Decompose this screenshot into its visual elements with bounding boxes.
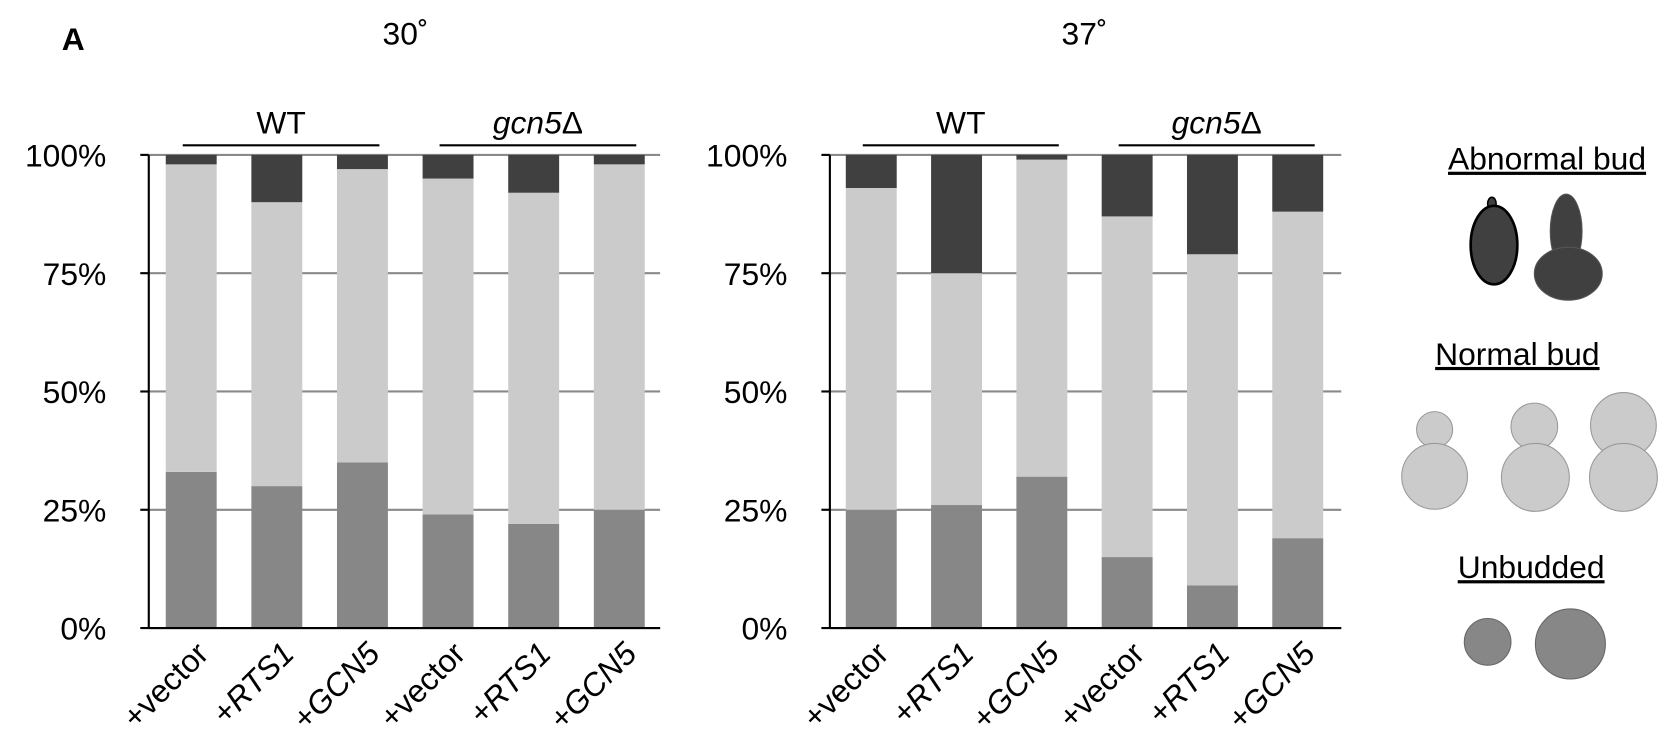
x-tick-label: +GCN5	[285, 635, 386, 736]
bar-segment	[1187, 585, 1238, 628]
bar-segment	[1272, 538, 1323, 628]
bar-segment	[846, 510, 897, 628]
bar-segment	[423, 155, 474, 179]
x-tick-label: +GCN5	[542, 635, 643, 736]
bar-segment	[1272, 212, 1323, 538]
bar-segment	[846, 155, 897, 188]
bar-segment	[166, 155, 217, 164]
bar-segment	[251, 155, 302, 202]
y-tick-label: 0%	[741, 611, 787, 647]
normal-bud-icon	[1402, 393, 1658, 512]
x-tick-label: +RTS1	[885, 635, 981, 731]
y-tick-label: 100%	[706, 138, 787, 174]
x-tick-label: +vector	[372, 635, 472, 735]
bar-segment	[931, 505, 982, 628]
y-tick-label: 50%	[724, 374, 788, 410]
y-tick-label: 75%	[43, 256, 107, 292]
x-tick-label: +GCN5	[1221, 635, 1322, 736]
bar-segment	[594, 510, 645, 628]
panel-label: A	[62, 21, 85, 57]
bar-segment	[423, 179, 474, 515]
x-tick-label: +RTS1	[1141, 635, 1237, 731]
x-tick-label: +GCN5	[965, 635, 1066, 736]
y-tick-label: 75%	[724, 256, 788, 292]
bar-segment	[1187, 254, 1238, 585]
bar-segment	[1102, 155, 1153, 217]
figure: A Abnormal bud Normal bud Unbudded 30˚ 0%…	[0, 0, 1664, 749]
bar-segment	[508, 524, 559, 628]
bar-segment	[1272, 155, 1323, 212]
y-tick-label: 25%	[43, 492, 107, 528]
x-tick-label: +vector	[795, 635, 895, 735]
bar-segment	[1016, 160, 1067, 477]
bar-segment	[251, 202, 302, 486]
bar-segment	[337, 462, 388, 628]
legend-label: Unbudded	[1458, 549, 1605, 585]
bar-segment	[166, 472, 217, 628]
bar-segment	[1016, 477, 1067, 628]
y-tick-label: 25%	[724, 492, 788, 528]
group-label: WT	[256, 105, 305, 141]
bar-segment	[1102, 557, 1153, 628]
group-label: gcn5Δ	[1172, 105, 1262, 141]
unbudded-icon	[1464, 609, 1605, 679]
x-tick-label: +vector	[1051, 635, 1151, 735]
bar-segment	[594, 155, 645, 164]
bar-segment	[166, 164, 217, 472]
x-tick-label: +RTS1	[205, 635, 301, 731]
group-label: gcn5Δ	[493, 105, 583, 141]
bar-segment	[1016, 155, 1067, 160]
bar-segment	[337, 169, 388, 462]
bar-segment	[846, 188, 897, 510]
abnormal-bud-icon	[1471, 194, 1603, 300]
y-tick-label: 100%	[25, 138, 106, 174]
group-label: WT	[936, 105, 985, 141]
bar-segment	[1102, 216, 1153, 557]
x-tick-label: +vector	[115, 635, 215, 735]
bar-segment	[931, 273, 982, 505]
bar-segment	[251, 486, 302, 628]
y-tick-label: 50%	[43, 374, 107, 410]
x-tick-label: +RTS1	[462, 635, 558, 731]
chart-title: 37˚	[1062, 16, 1108, 52]
bar-segment	[931, 155, 982, 273]
legend-label: Abnormal bud	[1448, 141, 1646, 177]
chart-title: 30˚	[383, 16, 429, 52]
bar-segment	[508, 193, 559, 524]
bar-segment	[508, 155, 559, 193]
y-tick-label: 0%	[60, 611, 106, 647]
bar-segment	[337, 155, 388, 169]
bar-segment	[1187, 155, 1238, 254]
legend-label: Normal bud	[1435, 336, 1599, 372]
bar-segment	[423, 514, 474, 628]
bar-segment	[594, 164, 645, 509]
